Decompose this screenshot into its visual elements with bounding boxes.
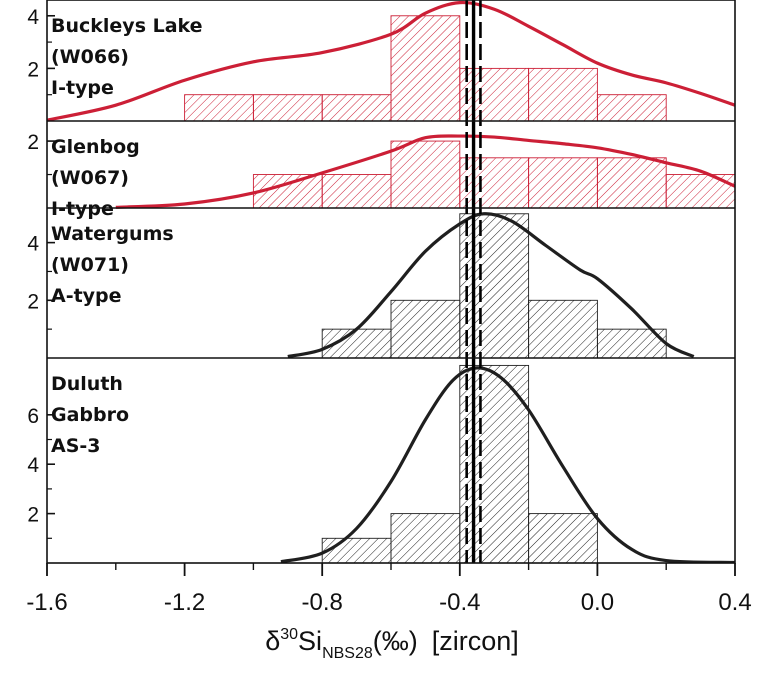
xtick-label-1: -1.6	[26, 589, 67, 616]
panel-1-bar-3	[321, 94, 392, 122]
panel-2-label-line-3: I-type	[51, 198, 114, 220]
x-axis-label-element: Si	[298, 626, 322, 656]
panel-2-bar-7	[665, 174, 735, 209]
panel-4-ytick-label-2: 4	[27, 454, 39, 477]
x-axis: -1.6 -1.2 -0.8 -0.4 0.0 0.4	[26, 563, 752, 616]
panel-1-label: Buckleys Lake (W066) I-type	[51, 15, 203, 99]
panel-2-label-line-2: (W067)	[51, 167, 129, 189]
panel-1-label-line-3: I-type	[51, 77, 114, 99]
panel-4-ytick-label-1: 2	[27, 504, 39, 527]
panel-3	[287, 212, 695, 359]
panel-3-ytick-label-2: 4	[27, 233, 39, 256]
panel-1-bar-1	[184, 94, 254, 122]
panel-2-ytick-label-1: 2	[27, 131, 39, 154]
panel-3-label-line-3: A-type	[51, 285, 122, 307]
panel-3-label: Watergums (W071) A-type	[51, 223, 174, 307]
panel-4-ytick-label-3: 6	[27, 405, 39, 428]
panel-2-bar-6	[596, 157, 667, 209]
panel-1-label-line-2: (W066)	[51, 46, 129, 68]
panel-4-bar-2	[390, 513, 461, 563]
x-axis-label-symbol: δ	[265, 626, 280, 656]
panel-4-density-curve	[280, 366, 735, 563]
panel-1-bar-4	[390, 15, 461, 122]
xtick-label-5: 0.0	[581, 589, 614, 616]
panel-2-label: Glenbog (W067) I-type	[51, 136, 140, 220]
panel-2-bar-4	[459, 157, 530, 209]
panel-1-label-line-1: Buckleys Lake	[51, 15, 203, 37]
chart-panels: Buckleys Lake (W066) I-type Glenbog (W067) I-…	[47, 0, 735, 563]
panel-4-bar-4	[528, 513, 598, 563]
x-axis-label-superscript: 30	[280, 626, 298, 643]
panel-3-bar-4	[528, 299, 598, 359]
xtick-label-6: 0.4	[718, 589, 751, 616]
x-axis-label-unit: (‰)	[373, 626, 418, 656]
panel-4-label: Duluth Gabbro AS-3	[51, 373, 129, 457]
panel-4	[280, 364, 735, 563]
panel-3-ytick-label-1: 2	[27, 290, 39, 313]
panel-1-bar-5	[459, 67, 530, 122]
xtick-label-2: -1.2	[164, 589, 205, 616]
reference-lines	[465, 0, 482, 563]
panel-2	[115, 134, 735, 209]
panel-2-bar-3	[390, 140, 461, 209]
plot-frame: 2 4 2 2 4 2 4 6	[27, 0, 736, 564]
x-axis-label: δ30SiNBS28(‰) [zircon]	[265, 626, 519, 662]
panel-4-label-line-2: Gabbro	[51, 404, 129, 426]
panel-3-label-line-1: Watergums	[51, 223, 174, 245]
panel-1	[47, 0, 735, 122]
panel-3-bar-3	[459, 213, 530, 359]
panel-1-bar-6	[528, 67, 598, 122]
panel-4-bar-3	[459, 364, 530, 563]
panel-1-bar-7	[596, 94, 667, 122]
xtick-label-4: -0.4	[439, 589, 480, 616]
panel-2-density-curve	[115, 134, 735, 209]
panel-2-bar-5	[528, 157, 598, 209]
panel-2-label-line-1: Glenbog	[51, 136, 140, 158]
panel-3-bar-2	[390, 299, 461, 359]
panel-4-label-line-1: Duluth	[51, 373, 123, 395]
x-axis-label-subscript: NBS28	[322, 645, 373, 662]
x-axis-label-suffix: [zircon]	[432, 626, 519, 656]
panel-1-bar-2	[252, 94, 323, 122]
panel-1-ytick-label-1: 2	[27, 58, 39, 81]
xtick-label-3: -0.8	[302, 589, 343, 616]
panel-4-label-line-3: AS-3	[51, 435, 101, 457]
panel-3-label-line-2: (W071)	[51, 254, 129, 276]
panel-2-bar-2	[321, 174, 392, 209]
panel-3-density-curve	[287, 212, 695, 359]
panel-4-bar-1	[321, 537, 392, 563]
panel-1-ytick-label-2: 4	[27, 6, 39, 29]
